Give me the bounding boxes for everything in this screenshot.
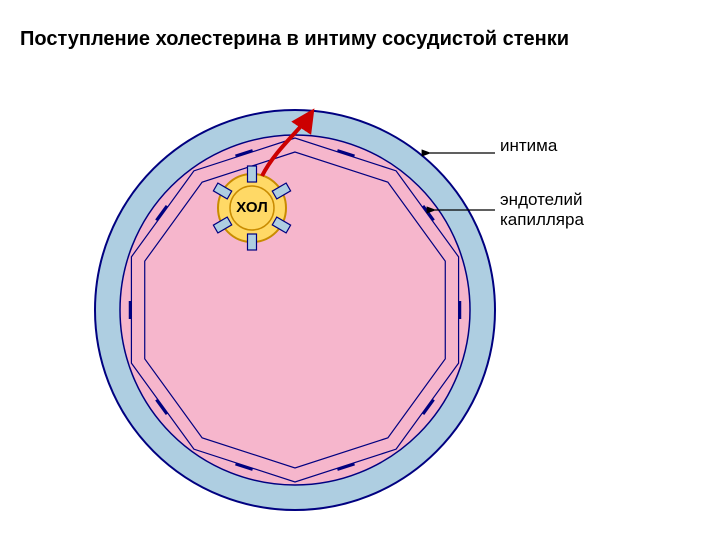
label-intima: интима: [500, 136, 557, 156]
receptor: [248, 234, 257, 250]
receptor: [248, 166, 257, 182]
diagram-svg: [0, 0, 720, 540]
label-endothelium: эндотелий капилляра: [500, 190, 584, 230]
vesicle-label: ХОЛ: [232, 199, 272, 216]
endothelium-polygon-inner: [145, 152, 446, 468]
